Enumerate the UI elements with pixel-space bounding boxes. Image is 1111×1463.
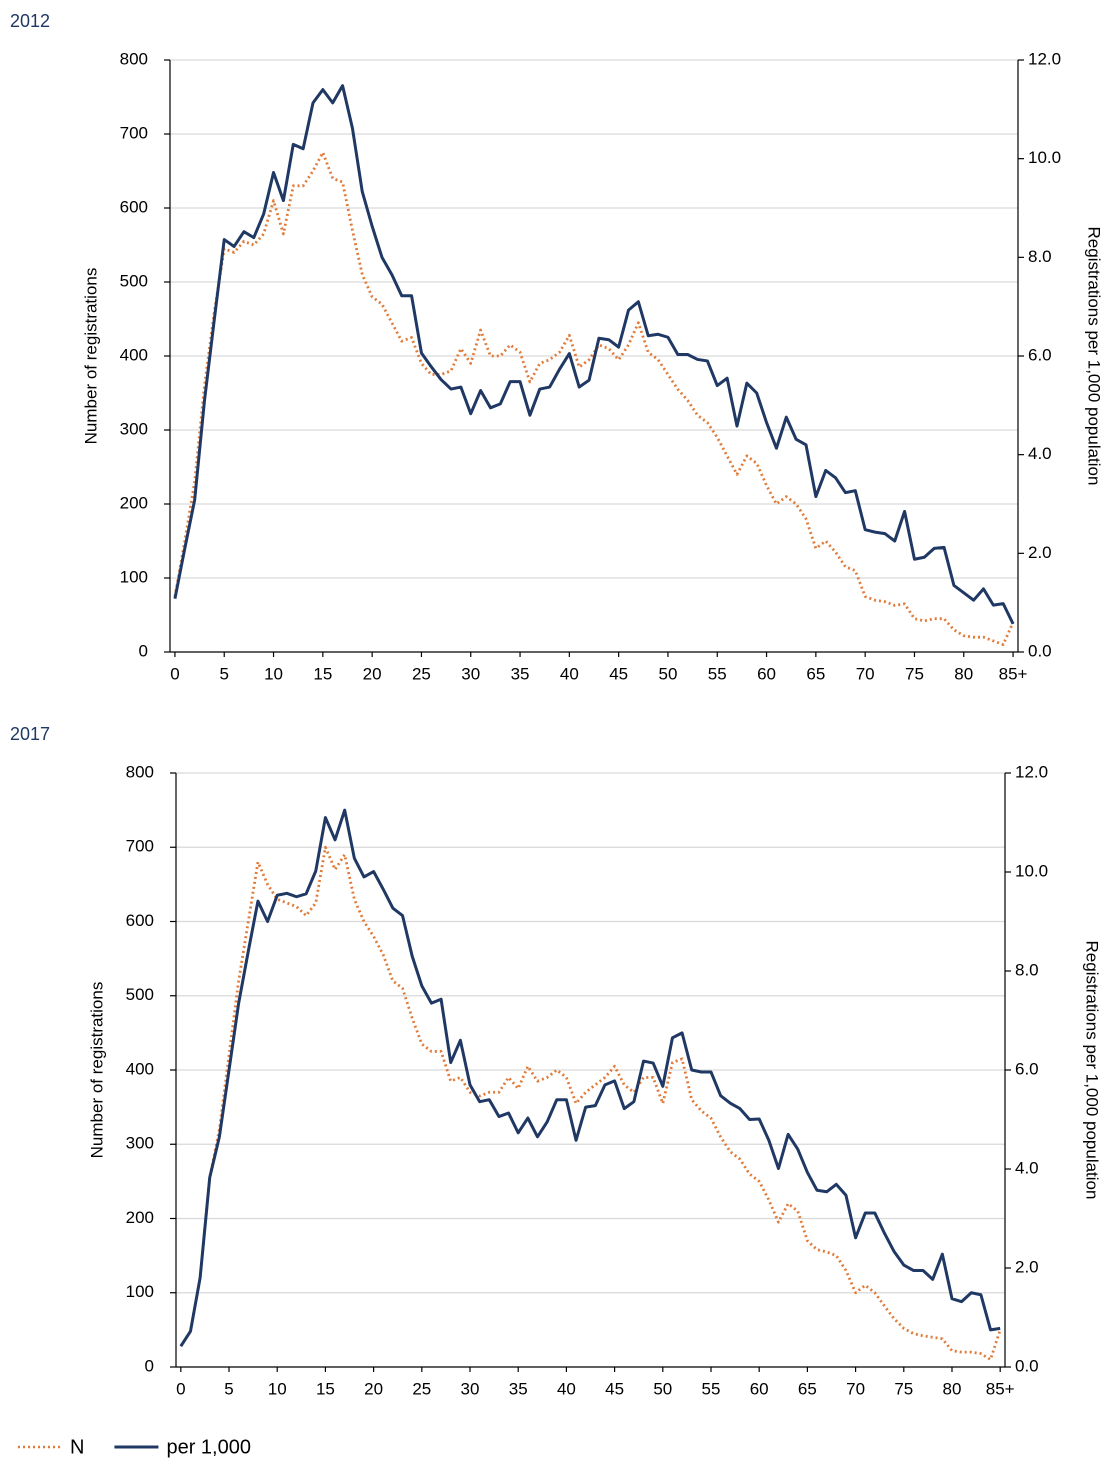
x-tick-label: 65 <box>806 664 825 683</box>
y-tick-label: 800 <box>120 49 148 68</box>
y-tick-label: 300 <box>120 419 148 438</box>
x-tick-label: 25 <box>412 1379 431 1398</box>
x-tick-label: 70 <box>846 1379 865 1398</box>
data-line <box>179 845 1002 1361</box>
x-tick-label: 55 <box>702 1379 721 1398</box>
y2-tick-label: 10.0 <box>1028 148 1061 167</box>
x-tick-label: 20 <box>363 664 382 683</box>
y-tick-label: 100 <box>126 1282 154 1301</box>
chart-title: 2017 <box>10 724 50 744</box>
chart: 201201002003004005006007008000.02.04.06.… <box>10 11 1104 684</box>
y2-tick-label: 2.0 <box>1015 1257 1039 1276</box>
x-tick-label: 40 <box>560 664 579 683</box>
y2-tick-label: 8.0 <box>1028 247 1052 266</box>
y2-tick-label: 4.0 <box>1028 444 1052 463</box>
x-tick-label: 65 <box>798 1379 817 1398</box>
y-tick-label: 700 <box>120 123 148 142</box>
y2-tick-label: 10.0 <box>1015 861 1048 880</box>
y-tick-label: 400 <box>126 1059 154 1078</box>
x-tick-label: 75 <box>905 664 924 683</box>
x-tick-label: 15 <box>316 1379 335 1398</box>
x-tick-label: 85+ <box>986 1379 1015 1398</box>
y2-tick-label: 4.0 <box>1015 1158 1039 1177</box>
y-tick-label: 0 <box>145 1356 154 1375</box>
x-tick-label: 5 <box>219 664 228 683</box>
data-line <box>179 808 1001 1348</box>
y2-tick-label: 8.0 <box>1015 960 1039 979</box>
x-tick-label: 30 <box>461 1379 480 1398</box>
x-tick-label: 45 <box>609 664 628 683</box>
y-axis-label: Number of registrations <box>87 982 106 1159</box>
y-tick-label: 200 <box>120 493 148 512</box>
x-tick-label: 35 <box>511 664 530 683</box>
chart: 201701002003004005006007008000.02.04.06.… <box>10 724 1102 1399</box>
y2-tick-label: 6.0 <box>1015 1059 1039 1078</box>
x-tick-label: 60 <box>750 1379 769 1398</box>
y-tick-label: 0 <box>139 641 148 660</box>
y2-tick-label: 0.0 <box>1028 641 1052 660</box>
y-tick-label: 400 <box>120 345 148 364</box>
x-tick-label: 25 <box>412 664 431 683</box>
y-tick-label: 100 <box>120 567 148 586</box>
y2-axis-label: Registrations per 1,000 population <box>1083 941 1102 1200</box>
x-tick-label: 70 <box>856 664 875 683</box>
y2-tick-label: 0.0 <box>1015 1356 1039 1375</box>
legend-label: per 1,000 <box>166 1436 251 1458</box>
y-tick-label: 300 <box>126 1134 154 1153</box>
x-tick-label: 80 <box>943 1379 962 1398</box>
y2-axis-label: Registrations per 1,000 population <box>1085 227 1104 486</box>
x-tick-label: 45 <box>605 1379 624 1398</box>
y-tick-label: 200 <box>126 1208 154 1227</box>
x-tick-label: 85+ <box>999 664 1028 683</box>
legend-label: N <box>70 1436 84 1458</box>
x-tick-label: 15 <box>313 664 332 683</box>
x-tick-label: 75 <box>894 1379 913 1398</box>
y-axis-label: Number of registrations <box>81 268 100 445</box>
y-tick-label: 500 <box>126 985 154 1004</box>
x-tick-label: 80 <box>954 664 973 683</box>
y-tick-label: 600 <box>126 911 154 930</box>
x-tick-label: 55 <box>708 664 727 683</box>
y2-tick-label: 12.0 <box>1028 49 1061 68</box>
x-tick-label: 40 <box>557 1379 576 1398</box>
x-tick-label: 0 <box>170 664 179 683</box>
y-tick-label: 700 <box>126 837 154 856</box>
x-tick-label: 35 <box>509 1379 528 1398</box>
y2-tick-label: 12.0 <box>1015 762 1048 781</box>
chart-title: 2012 <box>10 11 50 31</box>
y-tick-label: 500 <box>120 271 148 290</box>
x-tick-label: 0 <box>176 1379 185 1398</box>
y2-tick-label: 6.0 <box>1028 345 1052 364</box>
y-tick-label: 600 <box>120 197 148 216</box>
x-tick-label: 50 <box>658 664 677 683</box>
x-tick-label: 10 <box>268 1379 287 1398</box>
y-tick-label: 800 <box>126 762 154 781</box>
x-tick-label: 50 <box>653 1379 672 1398</box>
x-tick-label: 60 <box>757 664 776 683</box>
x-tick-label: 30 <box>461 664 480 683</box>
data-line <box>173 151 1015 646</box>
x-tick-label: 10 <box>264 664 283 683</box>
x-tick-label: 20 <box>364 1379 383 1398</box>
data-line <box>173 84 1015 625</box>
y2-tick-label: 2.0 <box>1028 543 1052 562</box>
x-tick-label: 5 <box>224 1379 233 1398</box>
